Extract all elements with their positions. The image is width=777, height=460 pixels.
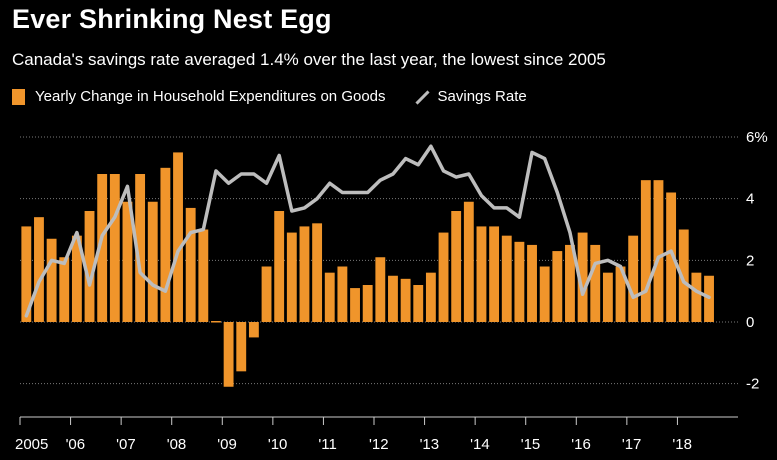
bar <box>476 226 487 322</box>
legend-item-line: Savings Rate <box>412 88 527 105</box>
legend-bar-label: Yearly Change in Household Expenditures … <box>35 88 386 105</box>
bar <box>59 257 70 322</box>
legend-item-bars: Yearly Change in Household Expenditures … <box>12 88 386 105</box>
bar <box>46 238 57 322</box>
x-tick-label: '08 <box>167 436 187 453</box>
bar <box>261 266 272 322</box>
bar <box>590 244 601 322</box>
bar <box>565 244 575 322</box>
bar-series <box>21 152 714 387</box>
bar <box>666 192 677 322</box>
bar <box>109 174 120 322</box>
bar <box>362 285 373 322</box>
bar <box>299 226 310 322</box>
bar <box>653 180 664 322</box>
bar <box>34 217 44 322</box>
bar <box>678 229 689 322</box>
bar <box>337 266 348 322</box>
bar <box>135 174 146 322</box>
bar <box>425 272 436 322</box>
x-tick-label: '18 <box>672 436 692 453</box>
bar <box>463 201 474 322</box>
y-tick-label: 6% <box>746 129 768 146</box>
bar <box>160 167 171 322</box>
x-tick-label: '06 <box>66 436 86 453</box>
bar <box>71 235 82 322</box>
bar <box>615 266 626 322</box>
bar <box>84 211 95 322</box>
x-tick-label: '09 <box>217 436 237 453</box>
bar <box>324 272 335 322</box>
bar <box>552 251 563 322</box>
bar <box>350 288 360 322</box>
chart-legend: Yearly Change in Household Expenditures … <box>12 88 553 105</box>
bar <box>97 174 108 322</box>
legend-bar-swatch <box>12 88 25 105</box>
bar <box>501 235 512 322</box>
x-tick-label: '07 <box>116 436 136 453</box>
bar <box>248 322 259 338</box>
x-tick-label: '15 <box>521 436 541 453</box>
x-tick-label: 2005 <box>15 436 48 453</box>
bar <box>577 232 588 322</box>
y-tick-label: 0 <box>746 314 754 331</box>
bar <box>400 278 411 322</box>
bar <box>223 322 234 387</box>
bar <box>539 266 550 322</box>
bar <box>602 272 613 322</box>
bar <box>21 226 32 322</box>
bar <box>388 275 398 322</box>
x-tick-label: '17 <box>622 436 642 453</box>
bar <box>236 322 247 372</box>
bar <box>527 244 537 322</box>
chart-subtitle: Canada's savings rate averaged 1.4% over… <box>12 50 606 69</box>
x-tick-label: '16 <box>571 436 591 453</box>
bar <box>198 229 209 322</box>
bar <box>375 257 386 322</box>
bar <box>413 285 424 322</box>
bar <box>122 201 133 322</box>
bar <box>173 152 183 322</box>
bar <box>438 232 449 322</box>
bar <box>691 272 702 322</box>
y-tick-label: -2 <box>746 376 759 393</box>
bar <box>640 180 651 322</box>
x-tick-label: '11 <box>318 436 336 453</box>
bar <box>185 207 196 322</box>
x-tick-label: '12 <box>369 436 389 453</box>
chart-title: Ever Shrinking Nest Egg <box>12 4 332 34</box>
y-tick-label: 4 <box>746 191 754 208</box>
bar <box>286 232 297 322</box>
axes: 6% 4 2 0 -2 2005 '06 '07 '08 '09 '10 '11 '12 '13 '14 '1… <box>15 129 768 453</box>
x-tick-label: '10 <box>268 436 288 453</box>
bar <box>147 201 158 322</box>
bar <box>451 211 462 322</box>
y-tick-label: 2 <box>746 252 754 269</box>
bar <box>274 211 285 322</box>
legend-line-label: Savings Rate <box>437 88 527 105</box>
bar <box>628 235 639 322</box>
bar <box>514 241 525 322</box>
bar <box>489 226 500 322</box>
x-tick-label: '14 <box>470 436 490 453</box>
bar <box>211 321 221 323</box>
line-series <box>24 144 711 318</box>
bar <box>312 223 323 322</box>
savings-rate-line <box>24 144 711 318</box>
x-tick-label: '13 <box>420 436 440 453</box>
